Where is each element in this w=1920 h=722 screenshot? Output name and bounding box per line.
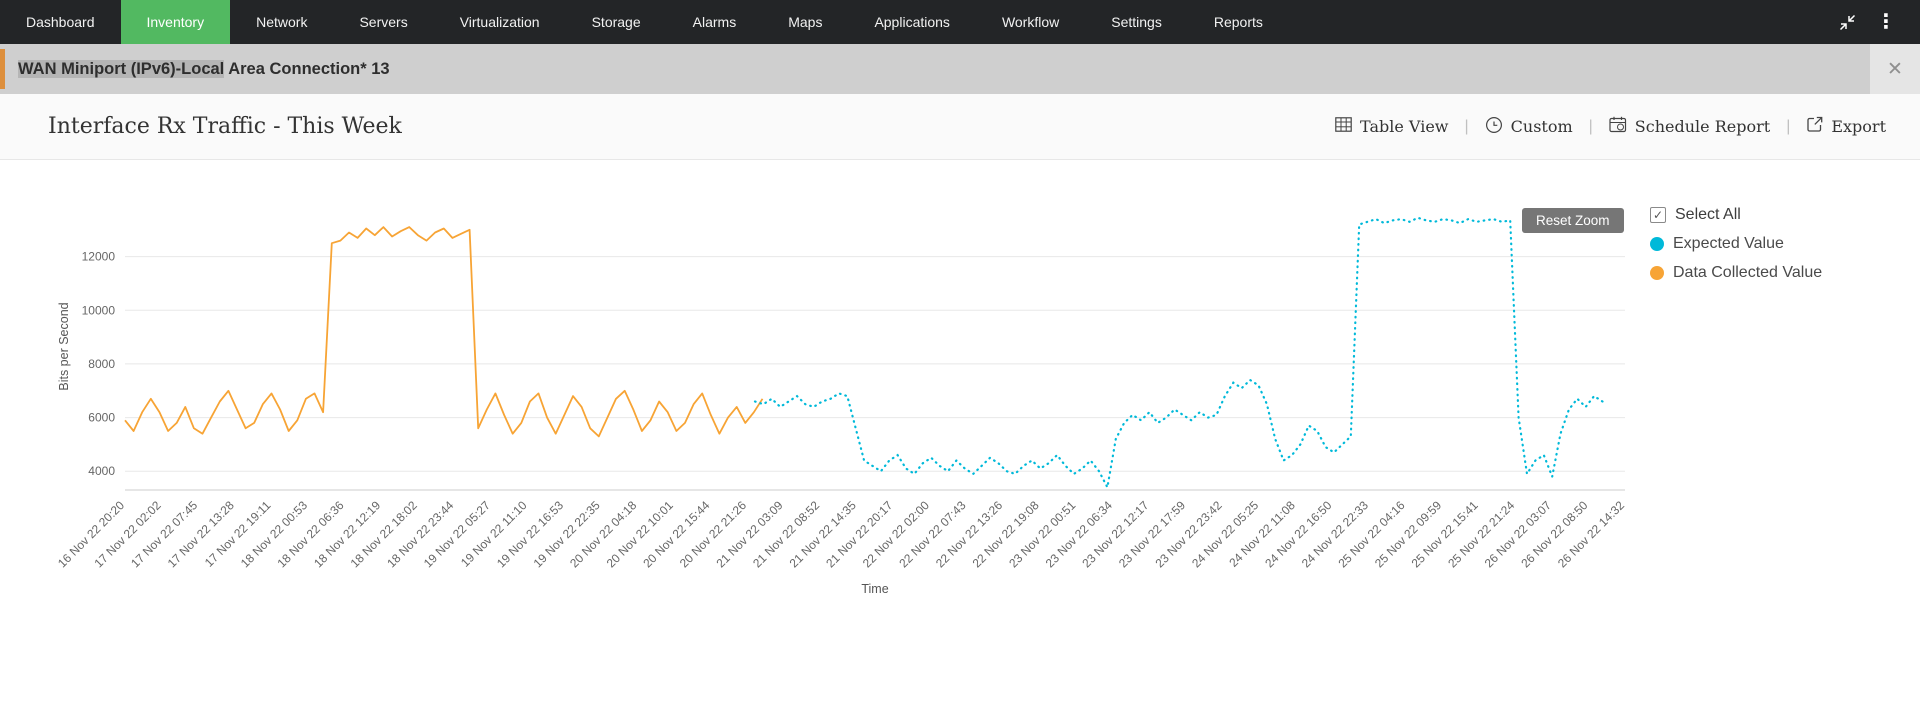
nav-item-dashboard[interactable]: Dashboard bbox=[26, 14, 95, 30]
select-all-label: Select All bbox=[1675, 206, 1741, 223]
nav-item-network[interactable]: Network bbox=[256, 14, 308, 30]
nav-item-workflow[interactable]: Workflow bbox=[1001, 14, 1060, 30]
clock-icon bbox=[1485, 116, 1503, 138]
toolbar-separator: | bbox=[1588, 117, 1593, 135]
svg-text:19 Nov 22 11:10: 19 Nov 22 11:10 bbox=[458, 498, 530, 570]
collapse-icon[interactable] bbox=[1839, 14, 1856, 31]
svg-text:6000: 6000 bbox=[88, 411, 115, 425]
page-title: Interface Rx Traffic - This Week bbox=[48, 114, 402, 139]
nav-item-servers[interactable]: Servers bbox=[359, 14, 408, 30]
svg-text:Bits per Second: Bits per Second bbox=[57, 302, 71, 390]
custom-period-button[interactable]: Custom bbox=[1485, 116, 1573, 138]
calendar-icon bbox=[1609, 116, 1627, 137]
export-icon bbox=[1806, 116, 1823, 137]
interface-title: WAN Miniport (IPv6)-Local Area Connectio… bbox=[18, 59, 390, 79]
select-all-checkbox[interactable]: ✓ bbox=[1650, 207, 1666, 223]
svg-text:26 Nov 22 14:32: 26 Nov 22 14:32 bbox=[1555, 498, 1627, 570]
table-icon bbox=[1335, 117, 1352, 136]
svg-text:4000: 4000 bbox=[88, 464, 115, 478]
kebab-menu-icon[interactable]: ⋮ bbox=[1876, 11, 1896, 33]
schedule-report-label: Schedule Report bbox=[1634, 117, 1771, 136]
table-view-label: Table View bbox=[1360, 117, 1449, 136]
svg-text:10000: 10000 bbox=[82, 303, 116, 317]
nav-spacer bbox=[1289, 0, 1839, 44]
report-header: Interface Rx Traffic - This Week Table V… bbox=[0, 94, 1920, 160]
reset-zoom-button[interactable]: Reset Zoom bbox=[1522, 208, 1624, 233]
expected-value-label: Expected Value bbox=[1673, 235, 1784, 252]
svg-text:8000: 8000 bbox=[88, 357, 115, 371]
chart-legend: ✓ Select All Expected Value Data Collect… bbox=[1650, 206, 1822, 282]
export-label: Export bbox=[1831, 117, 1886, 136]
table-view-button[interactable]: Table View bbox=[1335, 117, 1448, 136]
legend-item-data-collected-value[interactable]: Data Collected Value bbox=[1650, 264, 1822, 282]
export-button[interactable]: Export bbox=[1806, 116, 1886, 137]
legend-item-expected-value[interactable]: Expected Value bbox=[1650, 235, 1822, 253]
svg-text:17 Nov 22 19:11: 17 Nov 22 19:11 bbox=[202, 498, 274, 570]
svg-text:12000: 12000 bbox=[82, 250, 116, 264]
expected-value-dot-icon bbox=[1650, 237, 1664, 251]
data-collected-value-label: Data Collected Value bbox=[1673, 264, 1823, 281]
svg-text:Time: Time bbox=[861, 582, 888, 596]
legend-select-all[interactable]: ✓ Select All bbox=[1650, 206, 1822, 224]
svg-text:24 Nov 22 11:08: 24 Nov 22 11:08 bbox=[1226, 498, 1298, 570]
data-collected-value-dot-icon bbox=[1650, 266, 1664, 280]
nav-item-virtualization[interactable]: Virtualization bbox=[459, 14, 540, 30]
nav-item-alarms[interactable]: Alarms bbox=[692, 14, 737, 30]
schedule-report-button[interactable]: Schedule Report bbox=[1609, 116, 1770, 137]
close-icon[interactable]: ✕ bbox=[1870, 44, 1920, 94]
custom-period-label: Custom bbox=[1510, 117, 1573, 136]
nav-item-inventory[interactable]: Inventory bbox=[120, 0, 231, 44]
nav-item-storage[interactable]: Storage bbox=[591, 14, 641, 30]
chart-area: 4000 6000 8000 10000 12000 16 Nov 22 20:20 17 … bbox=[0, 160, 1920, 650]
toolbar-separator: | bbox=[1786, 117, 1791, 135]
toolbar-separator: | bbox=[1464, 117, 1469, 135]
banner-accent-bar bbox=[0, 49, 5, 89]
interface-banner: WAN Miniport (IPv6)-Local Area Connectio… bbox=[0, 44, 1920, 94]
top-navigation: Dashboard Inventory Network Servers Virt… bbox=[0, 0, 1920, 44]
nav-item-reports[interactable]: Reports bbox=[1213, 14, 1263, 30]
report-toolbar: Table View | Custom | bbox=[1335, 116, 1886, 138]
interface-title-selected: WAN Miniport (IPv6)-Local bbox=[18, 59, 225, 78]
nav-item-settings[interactable]: Settings bbox=[1111, 14, 1162, 30]
nav-item-maps[interactable]: Maps bbox=[788, 14, 823, 30]
nav-item-applications[interactable]: Applications bbox=[874, 14, 950, 30]
interface-title-rest: Area Connection* 13 bbox=[224, 59, 390, 78]
